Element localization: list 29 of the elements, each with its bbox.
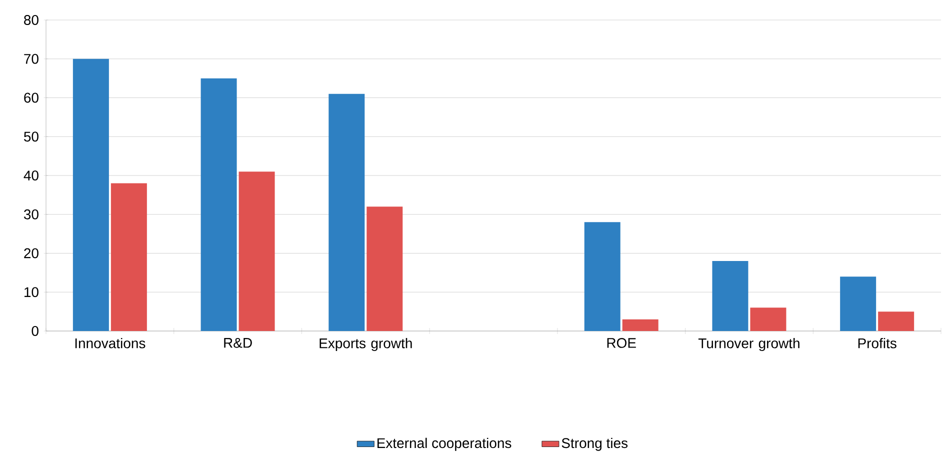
bar bbox=[750, 308, 786, 331]
bar bbox=[840, 276, 876, 331]
y-tick-label: 0 bbox=[32, 326, 38, 336]
y-tick-label: 30 bbox=[24, 209, 38, 220]
y-tick-label: 70 bbox=[24, 54, 38, 64]
y-tick-label: 10 bbox=[24, 287, 38, 298]
y-tick-label: 80 bbox=[24, 15, 38, 25]
x-tick-label: ROE bbox=[607, 338, 636, 348]
bar bbox=[712, 261, 748, 331]
bar bbox=[110, 183, 147, 331]
x-tick-label: Turnover growth bbox=[698, 338, 800, 352]
x-tick-label: Profits bbox=[858, 338, 896, 348]
y-tick-label: 50 bbox=[24, 132, 38, 142]
y-tick-label: 60 bbox=[24, 92, 38, 103]
bar bbox=[366, 206, 403, 331]
legend-label: Strong ties bbox=[562, 438, 628, 451]
x-tick-label: R&D bbox=[224, 338, 252, 348]
y-tick-label: 40 bbox=[24, 170, 38, 180]
x-tick-label: Exports growth bbox=[320, 338, 412, 352]
bar bbox=[878, 312, 914, 331]
bar bbox=[200, 78, 237, 331]
bar bbox=[328, 94, 365, 331]
bar bbox=[622, 319, 658, 331]
x-tick-label: Innovations bbox=[75, 338, 146, 348]
bar bbox=[72, 58, 109, 331]
bar bbox=[238, 172, 275, 331]
y-tick-label: 20 bbox=[24, 248, 38, 258]
legend-label: External cooperations bbox=[377, 438, 512, 451]
bar bbox=[584, 222, 620, 331]
